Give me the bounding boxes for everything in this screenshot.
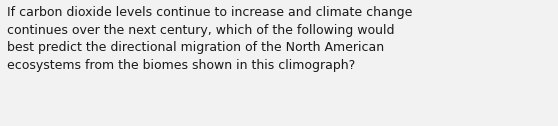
Text: If carbon dioxide levels continue to increase and climate change
continues over : If carbon dioxide levels continue to inc… — [7, 6, 412, 72]
